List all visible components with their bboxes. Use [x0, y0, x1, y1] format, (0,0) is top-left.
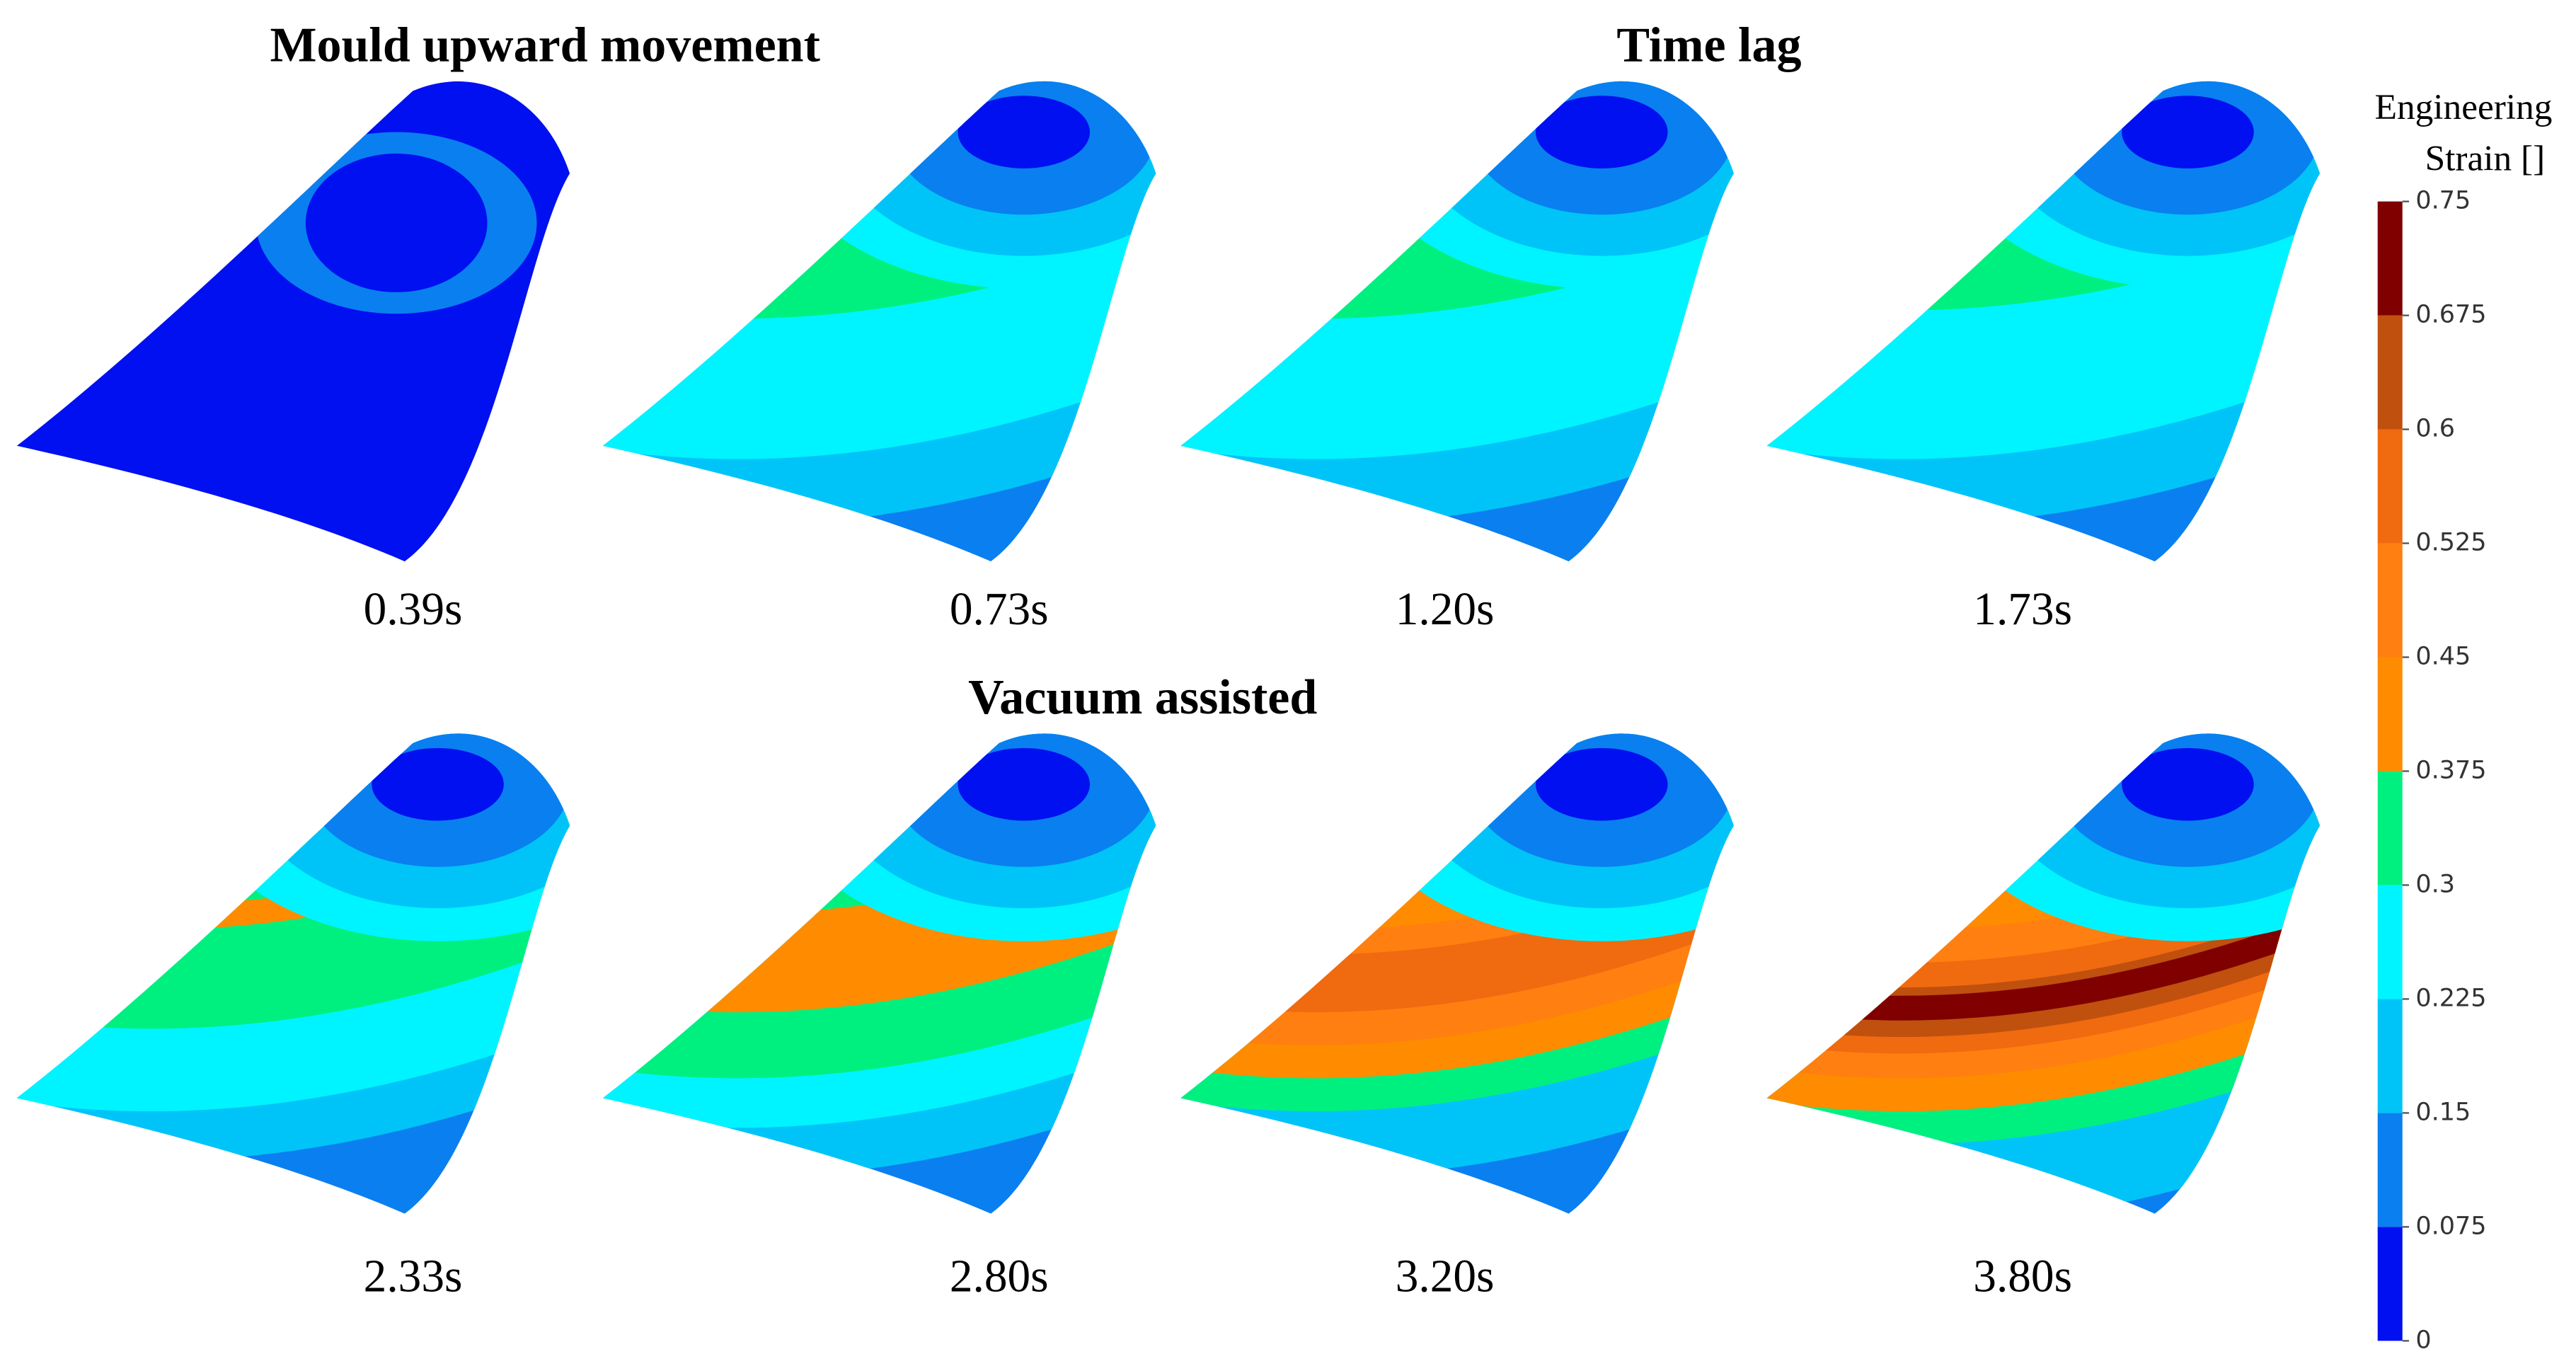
colorbar-tick-label: 0 [2415, 1326, 2431, 1354]
colorbar-band [2377, 429, 2403, 544]
strain-panel [1180, 81, 1734, 562]
colorbar-tick-label: 0.45 [2415, 643, 2471, 671]
colorbar-band [2377, 201, 2403, 316]
strain-panel [1766, 81, 2321, 562]
panel-body [16, 733, 570, 1214]
panel-body [1766, 733, 2321, 1214]
section-title: Mould upward movement [270, 18, 820, 72]
contour-ring [1535, 96, 1668, 168]
colorbar-title: Engineering [2375, 87, 2553, 127]
colorbar-tick-label: 0.675 [2415, 301, 2486, 329]
colorbar-band [2377, 1113, 2403, 1227]
section-title: Time lag [1616, 18, 1801, 72]
colorbar-tick-label: 0.075 [2415, 1212, 2486, 1240]
time-label: 3.80s [1973, 1251, 2072, 1302]
strain-panel [602, 81, 1156, 562]
contour-band [1180, 916, 1734, 1178]
time-label: 2.80s [950, 1251, 1049, 1302]
time-label: 1.20s [1396, 584, 1495, 635]
colorbar-title: Strain [] [2425, 138, 2546, 178]
contour-ring [958, 747, 1091, 821]
panel-body [1766, 81, 2321, 562]
panel-body [602, 81, 1156, 562]
strain-panel [16, 81, 570, 562]
sheet [16, 81, 570, 562]
colorbar-tick-label: 0.225 [2415, 984, 2486, 1012]
colorbar-tick-label: 0.525 [2415, 529, 2486, 557]
colorbar-band [2377, 543, 2403, 658]
colorbar-band [2377, 885, 2403, 999]
contour-ring [1535, 747, 1668, 821]
time-label: 0.73s [950, 584, 1049, 635]
colorbar-tick-label: 0.15 [2415, 1098, 2471, 1126]
contour-ring [958, 96, 1091, 168]
panel-body [16, 81, 570, 562]
colorbar-tick-label: 0.6 [2415, 415, 2455, 443]
contour-band [1766, 834, 2321, 1021]
strain-panel [16, 733, 570, 1214]
strain-panel [1766, 733, 2321, 1214]
time-label: 1.73s [1973, 584, 2072, 635]
colorbar-band [2377, 771, 2403, 885]
colorbar-band [2377, 1227, 2403, 1341]
section-title: Vacuum assisted [968, 670, 1317, 725]
contour-ring [372, 747, 504, 821]
time-label: 2.33s [364, 1251, 463, 1302]
colorbar-band [2377, 315, 2403, 430]
contour-band [16, 834, 570, 1112]
colorbar-tick-label: 0.75 [2415, 187, 2471, 215]
colorbar-tick-label: 0.375 [2415, 756, 2486, 784]
time-label: 0.39s [364, 584, 463, 635]
contour-ring [2122, 96, 2254, 168]
colorbar-band [2377, 999, 2403, 1113]
colorbar-tick-label: 0.3 [2415, 870, 2455, 898]
panel-body [1180, 81, 1734, 562]
contour-ring [2122, 747, 2254, 821]
colorbar-band [2377, 657, 2403, 772]
contour-ring [305, 153, 488, 292]
time-label: 3.20s [1396, 1251, 1495, 1302]
